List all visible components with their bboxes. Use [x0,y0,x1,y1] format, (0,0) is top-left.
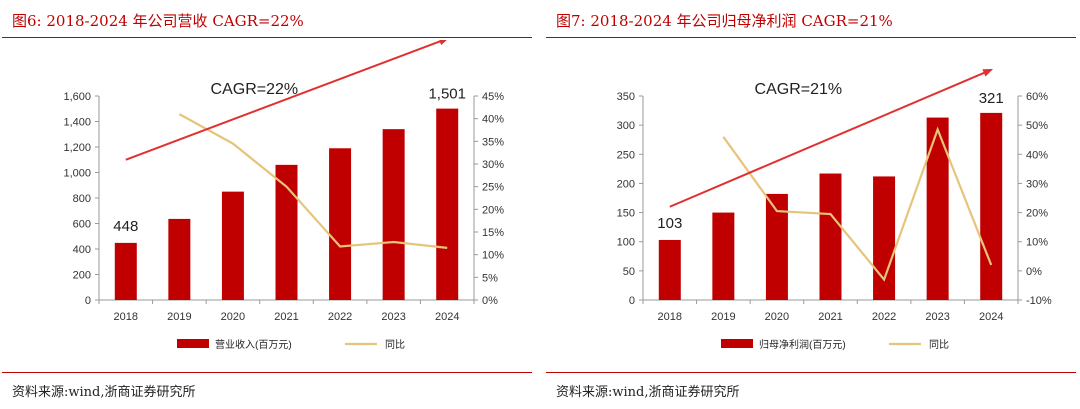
source-divider [2,372,532,373]
revenue-chart: 0 200 400 600 800 1,000 1,200 1,400 1,600 0% 5% 10%… [63,40,504,351]
bar [712,212,735,300]
x-tick-label: 2021 [274,311,298,323]
bar [221,191,244,300]
x-tick-label: 2020 [221,311,245,323]
x-tick-label: 2022 [328,311,352,323]
trend-arrow [125,40,450,161]
net-profit-chart: 0 50 100 150 200 250 300 350 -10% 0% 10% 20% 30% 40% 5… [617,68,1052,351]
right-tick-label: 60% [1026,91,1048,103]
left-tick-label: 1,200 [63,142,91,154]
right-tick-label: 30% [1026,178,1048,190]
bar [275,164,298,300]
figure-title: 图6: 2018-2024 年公司营收 CAGR=22% [12,12,304,30]
x-tick-label: 2023 [925,311,949,323]
start-value-label: 103 [657,215,682,232]
bar [980,112,1003,300]
left-tick-label: 1,400 [63,117,91,129]
right-tick-label: 10% [482,250,504,262]
right-tick-label: 40% [1026,149,1048,161]
x-tick-label: 2021 [818,311,842,323]
bar [382,129,405,300]
bar [436,108,459,300]
cagr-annotation: CAGR=22% [211,81,299,98]
legend-bar-label: 营业收入(百万元) [215,338,292,351]
x-tick-label: 2022 [872,311,896,323]
title-divider [2,37,532,38]
legend-bar-swatch [177,339,209,348]
revenue-figure: 图6: 2018-2024 年公司营收 CAGR=22% 0 200 400 600 8… [2,0,532,409]
left-tick-label: 0 [85,295,91,307]
right-tick-label: 40% [482,114,504,126]
yoy-line [178,113,448,249]
end-value-label: 321 [979,90,1004,107]
source-divider [546,372,1076,373]
bar [658,239,681,300]
right-tick-label: 0% [1026,266,1042,278]
left-tick-label: 0 [629,295,635,307]
cagr-annotation: CAGR=21% [755,81,843,98]
x-tick-label: 2023 [381,311,405,323]
bar [819,173,842,300]
x-tick-label: 2019 [711,311,735,323]
right-tick-label: -10% [1026,295,1052,307]
right-tick-label: 10% [1026,237,1048,249]
right-tick-label: 30% [482,159,504,171]
bar [168,218,191,300]
bar [926,117,949,301]
right-tick-label: 35% [482,136,504,148]
bar [765,193,788,300]
left-tick-label: 150 [617,208,635,220]
x-tick-label: 2019 [167,311,191,323]
x-tick-label: 2018 [114,311,138,323]
legend-bar-swatch [721,339,753,348]
right-tick-label: 5% [482,272,498,284]
yoy-line [722,126,993,282]
legend-line-label: 同比 [929,339,949,351]
left-tick-label: 800 [73,193,91,205]
right-tick-label: 0% [482,295,498,307]
x-tick-label: 2020 [765,311,789,323]
bar [329,148,352,300]
right-tick-label: 20% [1026,208,1048,220]
start-value-label: 448 [113,218,138,235]
right-tick-label: 20% [482,204,504,216]
source-note: 资料来源:wind,浙商证券研究所 [556,385,740,400]
legend-bar-label: 归母净利润(百万元) [759,338,846,351]
left-tick-label: 600 [73,219,91,231]
source-note: 资料来源:wind,浙商证券研究所 [12,385,196,400]
left-tick-label: 250 [617,149,635,161]
right-tick-label: 50% [1026,120,1048,132]
net-profit-figure: 图7: 2018-2024 年公司归母净利润 CAGR=21% 0 50 100 15… [546,0,1076,409]
left-tick-label: 200 [617,178,635,190]
left-tick-label: 50 [623,266,635,278]
left-tick-label: 200 [73,270,91,282]
left-tick-label: 300 [617,120,635,132]
figure-title: 图7: 2018-2024 年公司归母净利润 CAGR=21% [556,12,893,30]
right-tick-label: 45% [482,91,504,103]
legend-line-label: 同比 [385,339,405,351]
left-tick-label: 400 [73,244,91,256]
left-tick-label: 1,000 [63,168,91,180]
left-tick-label: 100 [617,237,635,249]
x-tick-label: 2018 [658,311,682,323]
x-tick-label: 2024 [979,311,1003,323]
right-tick-label: 25% [482,182,504,194]
trend-arrow [669,68,994,208]
end-value-label: 1,501 [428,86,466,103]
bar [114,242,137,300]
left-tick-label: 350 [617,91,635,103]
title-divider [546,37,1076,38]
x-tick-label: 2024 [435,311,459,323]
left-tick-label: 1,600 [63,91,91,103]
right-tick-label: 15% [482,227,504,239]
bar [873,176,896,300]
